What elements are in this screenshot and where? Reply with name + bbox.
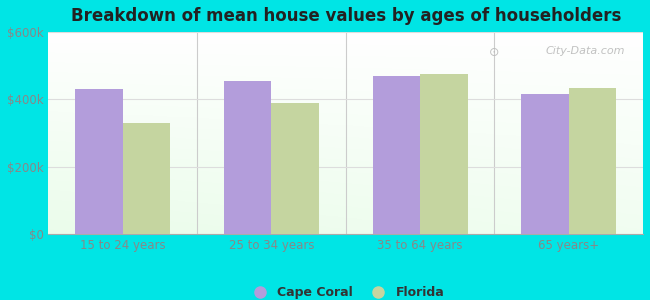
- Bar: [521, 94, 569, 234]
- Bar: [272, 103, 319, 234]
- Bar: [569, 88, 616, 234]
- Bar: [123, 123, 170, 234]
- Title: Breakdown of mean house values by ages of householders: Breakdown of mean house values by ages o…: [71, 7, 621, 25]
- Bar: [372, 76, 420, 234]
- Text: ⊙: ⊙: [488, 46, 499, 59]
- Text: City-Data.com: City-Data.com: [546, 46, 625, 56]
- Bar: [75, 89, 123, 234]
- Bar: [224, 81, 272, 234]
- Bar: [420, 74, 467, 234]
- Legend: Cape Coral, Florida: Cape Coral, Florida: [242, 281, 449, 300]
